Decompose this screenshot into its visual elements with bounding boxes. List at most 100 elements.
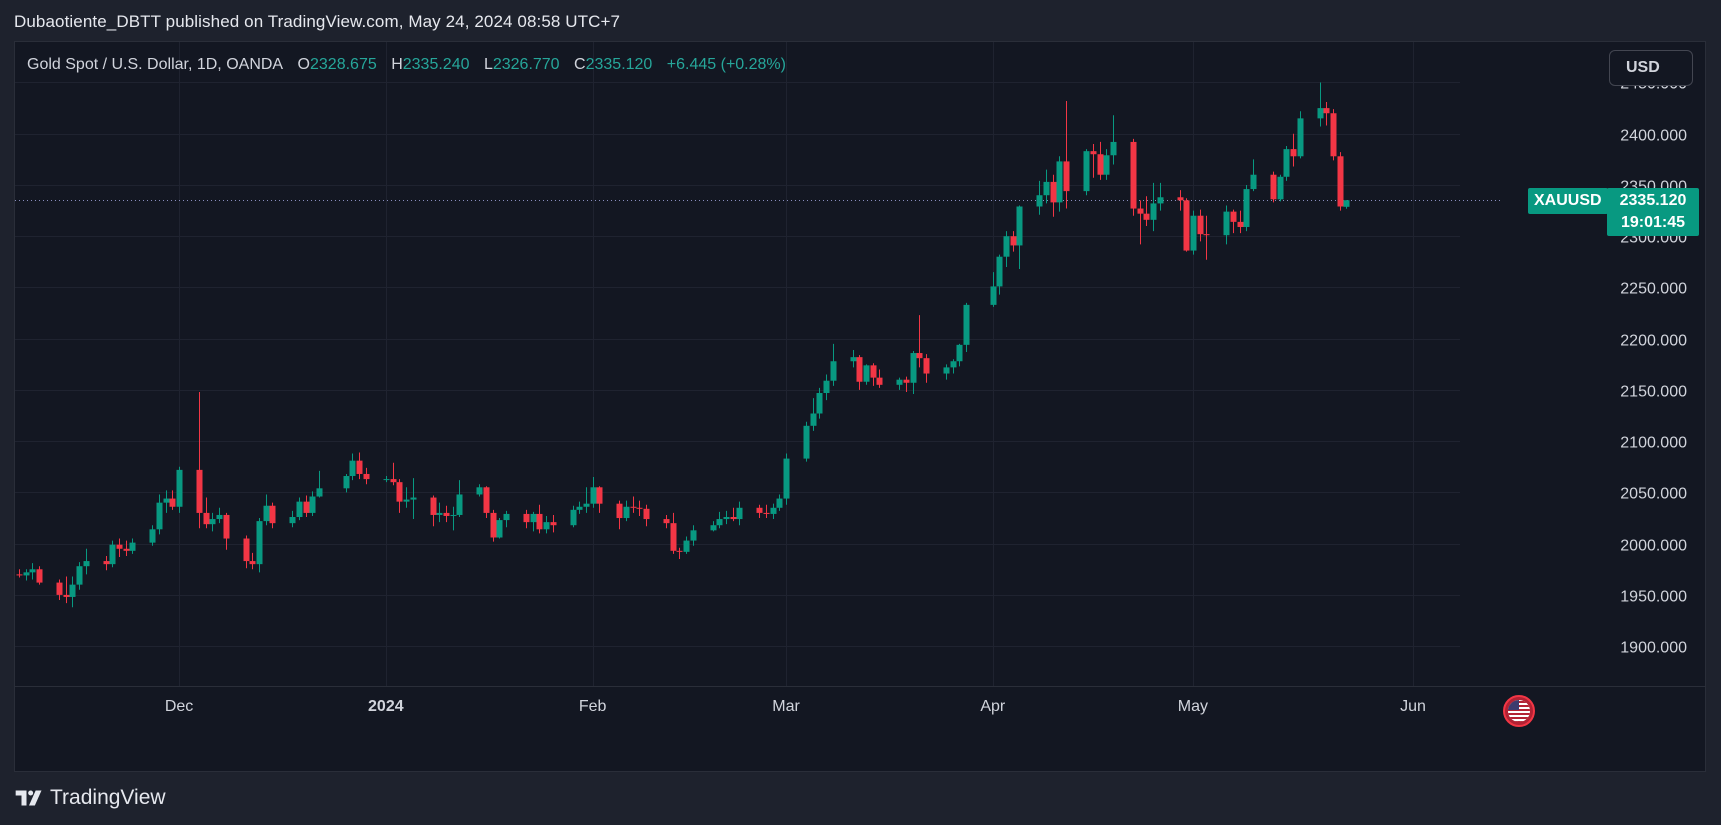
candle-body [76,566,83,585]
candle-up [830,343,837,386]
candle-down [196,391,203,529]
candle-body [149,529,156,543]
candle-up [1223,205,1230,245]
candle-down [923,354,930,383]
candles-layer [16,82,1350,608]
candle-down [390,462,397,486]
candle-down [1063,100,1070,209]
candle-down [1143,196,1150,226]
candle-body [243,538,250,562]
legend-low-label: L [483,56,493,73]
candle-body [723,517,730,520]
candle-body [1183,200,1190,251]
candle-body [69,584,76,597]
candle-body [1297,118,1304,157]
candle-body [410,497,417,500]
candle-down [243,535,250,569]
candle-body [1203,234,1210,236]
candle-up [1083,149,1090,196]
candle-body [690,530,697,541]
candle-up [1043,169,1050,204]
legend-open-value: 2328.675 [310,56,377,73]
candle-body [956,344,963,362]
candle-body [356,460,363,474]
candle-body [863,365,870,382]
grid-layer [15,42,1460,686]
candle-body [256,521,263,565]
candle-up [263,494,270,526]
candle-down [1010,231,1017,252]
candle-up [950,359,957,374]
candle-body [1137,208,1144,214]
candle-up [436,502,443,523]
candle-up [1283,146,1290,181]
candle-body [249,561,256,565]
candle-up [23,569,30,581]
candle-body [343,476,350,489]
y-tick-label: 2150.000 [1620,384,1687,401]
candle-up [910,350,917,395]
candle-body [523,513,530,523]
candle-down [1090,143,1097,178]
legend-open-label: O [297,56,310,73]
candle-body [1110,141,1117,156]
candle-down [1290,133,1297,167]
us-flag-icon[interactable] [1503,695,1535,727]
candle-up [863,364,870,385]
candle-body [156,502,163,530]
legend-close-value: 2335.120 [585,56,653,73]
candle-down [203,497,210,529]
candle-body [1016,206,1023,246]
ohlc-legend: Gold Spot / U.S. Dollar, 1D, OANDA O2328… [27,56,786,74]
candle-body [590,487,597,504]
candle-down [303,495,310,518]
candle-up [129,538,136,554]
time-axis[interactable]: Dec 2024 Feb Mar Apr May Jun [15,686,1705,716]
candle-down [490,509,497,542]
candle-body [123,548,130,551]
candle-body [1243,189,1250,227]
candle-up [309,491,316,516]
candle-up [216,507,223,524]
candle-body [1036,195,1043,207]
chart-pane[interactable]: 1900.000 1950.000 2000.000 2050.000 2100.000… [14,41,1706,772]
tradingview-logo-icon[interactable] [14,788,44,808]
price-axis[interactable]: 1900.000 1950.000 2000.000 2050.000 2100.000… [1620,76,1687,657]
candle-up [456,480,463,518]
legend-high-value: 2335.240 [402,56,470,73]
candlestick-chart[interactable]: 1900.000 1950.000 2000.000 2050.000 2100.000… [15,42,1705,771]
candle-up [723,510,730,525]
candle-up [810,398,817,431]
candle-down [1337,152,1344,211]
candle-body [903,379,910,383]
currency-button[interactable]: USD [1609,50,1693,86]
candle-up [1190,210,1197,255]
candle-up [803,421,810,462]
candle-body [1230,211,1237,222]
candle-body [583,503,590,507]
candle-body [736,507,743,520]
candle-body [436,512,443,515]
candle-up [716,511,723,529]
last-price-value: 2335.120 [1619,191,1687,209]
candle-up [343,473,350,493]
candle-body [963,304,970,345]
candle-up [1003,231,1010,267]
y-tick-label: 2050.000 [1620,486,1687,503]
candle-body [1056,161,1063,203]
candle-body [443,512,450,516]
candle-body [363,473,370,480]
footer-brand[interactable]: TradingView [50,786,166,809]
candle-down [249,552,256,570]
candle-up [710,521,717,532]
candle-down [56,579,63,601]
candle-body [450,514,457,516]
candle-body [56,582,63,595]
candle-down [536,504,543,534]
candle-down [1203,215,1210,260]
candle-up [1243,184,1250,232]
candle-body [676,550,683,552]
candle-body [950,361,957,368]
candle-body [430,497,437,515]
candle-body [823,380,830,394]
